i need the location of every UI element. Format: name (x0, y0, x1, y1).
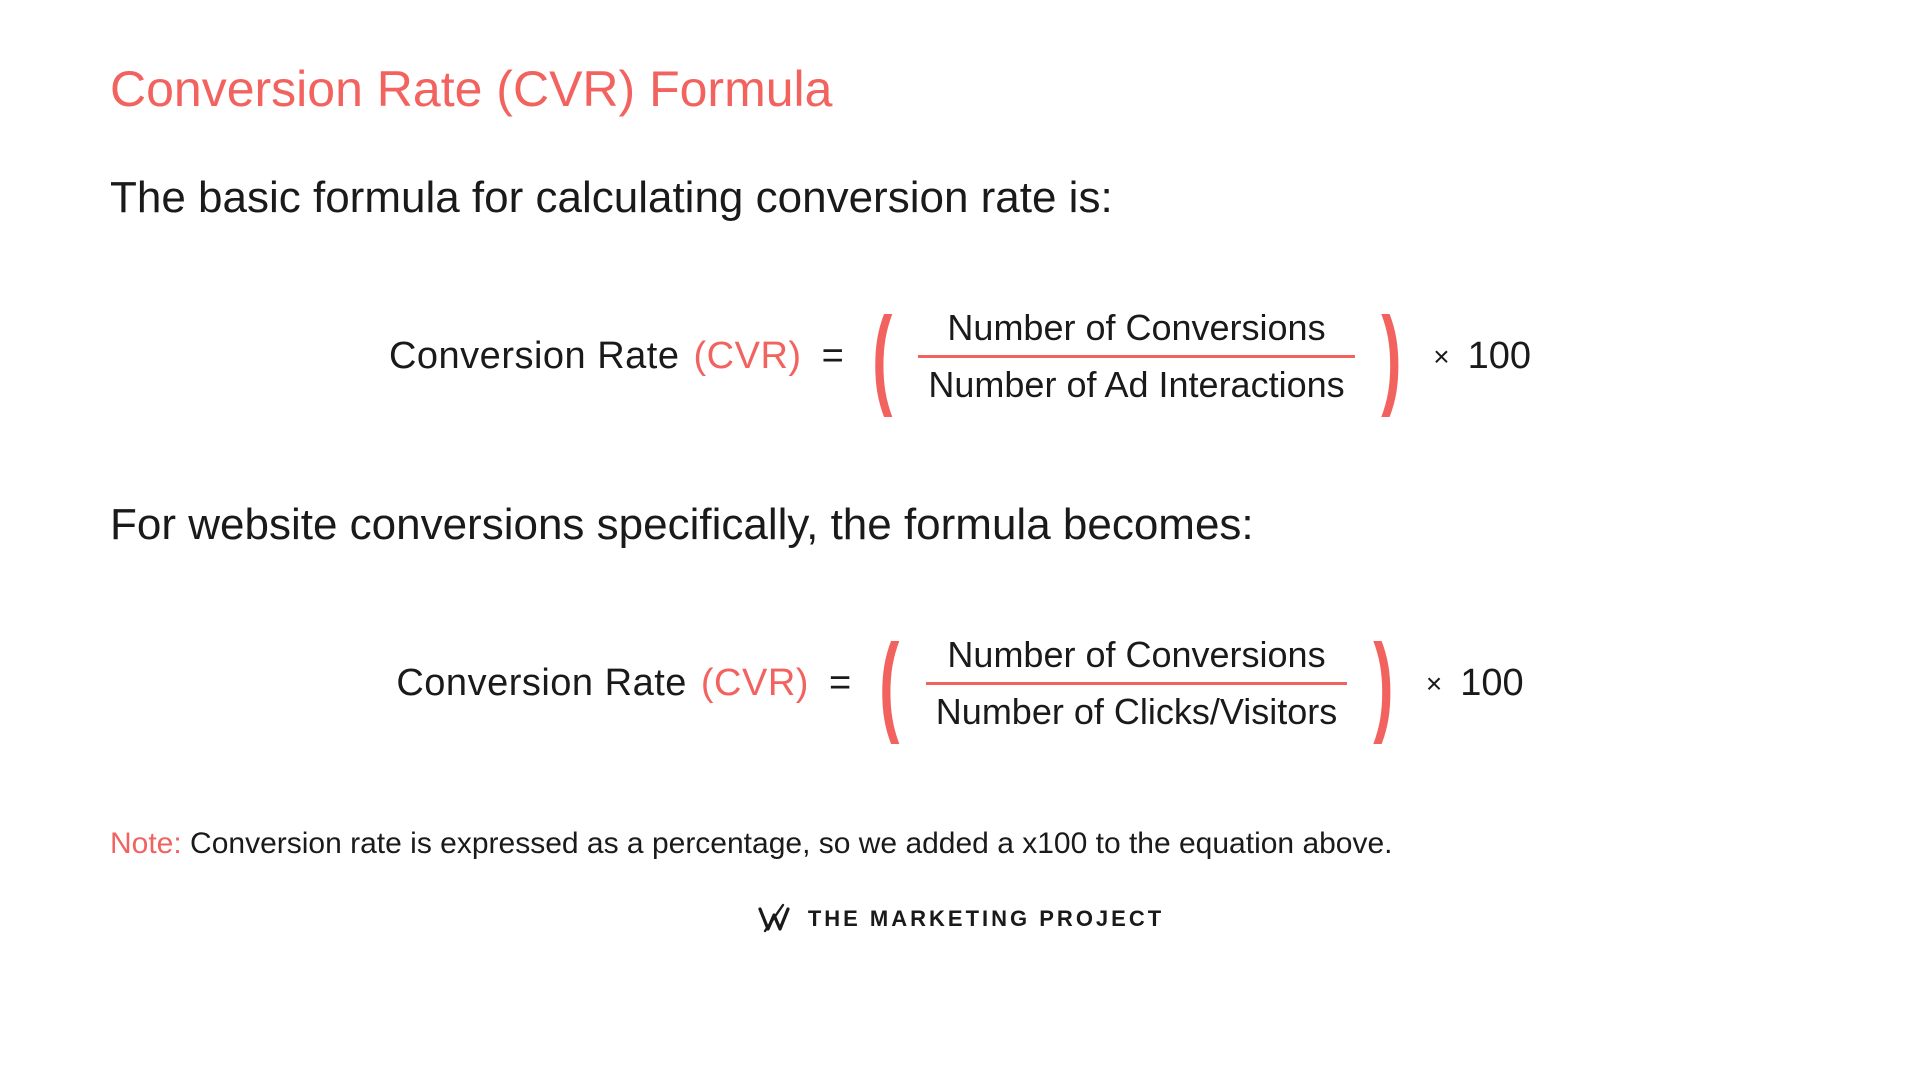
note-text: Note: Conversion rate is expressed as a … (110, 827, 1810, 861)
brand-name: THE MARKETING PROJECT (808, 906, 1164, 932)
denominator: Number of Ad Interactions (918, 360, 1354, 410)
times-sign: × (1433, 341, 1449, 373)
close-paren: ) (1373, 645, 1393, 722)
formula-cvr-tag: (CVR) (701, 662, 809, 705)
page-title: Conversion Rate (CVR) Formula (110, 60, 1810, 118)
fraction: Number of Conversions Number of Clicks/V… (926, 630, 1347, 737)
formula-label: Conversion Rate (396, 662, 687, 705)
footer: THE MARKETING PROJECT (110, 901, 1810, 937)
fraction: Number of Conversions Number of Ad Inter… (918, 303, 1354, 410)
note-body: Conversion rate is expressed as a percen… (182, 827, 1393, 860)
formula-1: Conversion Rate (CVR) = ( Number of Conv… (110, 303, 1810, 410)
formula-2: Conversion Rate (CVR) = ( Number of Conv… (110, 630, 1810, 737)
close-paren: ) (1381, 318, 1401, 395)
intro-text-2: For website conversions specifically, th… (110, 500, 1810, 550)
equals-sign: = (822, 335, 844, 378)
open-paren: ( (872, 318, 892, 395)
note-label: Note: (110, 827, 182, 860)
times-sign: × (1426, 668, 1442, 700)
equals-sign: = (829, 662, 851, 705)
fraction-line (918, 355, 1354, 358)
hundred: 100 (1468, 335, 1531, 378)
brand-logo-icon (756, 901, 792, 937)
denominator: Number of Clicks/Visitors (926, 687, 1347, 737)
intro-text-1: The basic formula for calculating conver… (110, 173, 1810, 223)
numerator: Number of Conversions (937, 630, 1335, 680)
hundred: 100 (1460, 662, 1523, 705)
open-paren: ( (879, 645, 899, 722)
formula-label: Conversion Rate (389, 335, 680, 378)
fraction-line (926, 682, 1347, 685)
numerator: Number of Conversions (937, 303, 1335, 353)
formula-cvr-tag: (CVR) (694, 335, 802, 378)
